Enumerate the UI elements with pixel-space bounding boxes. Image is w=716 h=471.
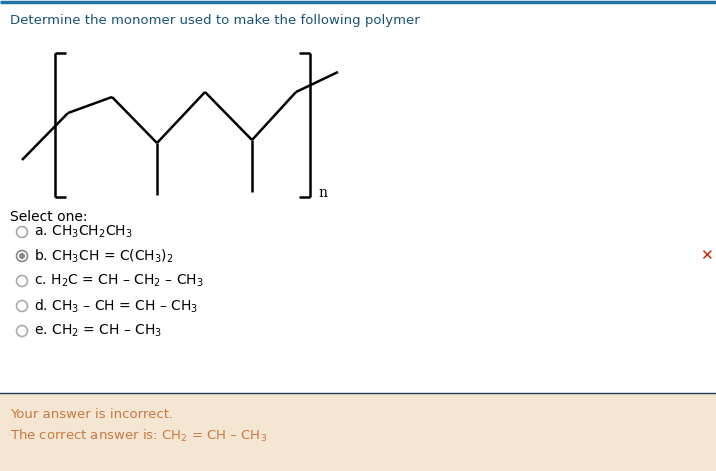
- Text: d. CH$_3$ – CH = CH – CH$_3$: d. CH$_3$ – CH = CH – CH$_3$: [34, 297, 198, 315]
- Text: n: n: [318, 186, 327, 200]
- Text: Your answer is incorrect.: Your answer is incorrect.: [10, 408, 173, 421]
- Text: c. H$_2$C = CH – CH$_2$ – CH$_3$: c. H$_2$C = CH – CH$_2$ – CH$_3$: [34, 273, 204, 289]
- Text: Determine the monomer used to make the following polymer: Determine the monomer used to make the f…: [10, 14, 420, 27]
- Circle shape: [19, 253, 25, 259]
- Text: b. CH$_3$CH = C(CH$_3$)$_2$: b. CH$_3$CH = C(CH$_3$)$_2$: [34, 247, 174, 265]
- Text: The correct answer is: CH$_2$ = CH – CH$_3$: The correct answer is: CH$_2$ = CH – CH$…: [10, 428, 267, 444]
- Text: ✕: ✕: [700, 249, 712, 263]
- Text: Select one:: Select one:: [10, 210, 87, 224]
- Text: e. CH$_2$ = CH – CH$_3$: e. CH$_2$ = CH – CH$_3$: [34, 323, 162, 339]
- Text: a. CH$_3$CH$_2$CH$_3$: a. CH$_3$CH$_2$CH$_3$: [34, 224, 132, 240]
- Bar: [0, 393, 716, 471]
